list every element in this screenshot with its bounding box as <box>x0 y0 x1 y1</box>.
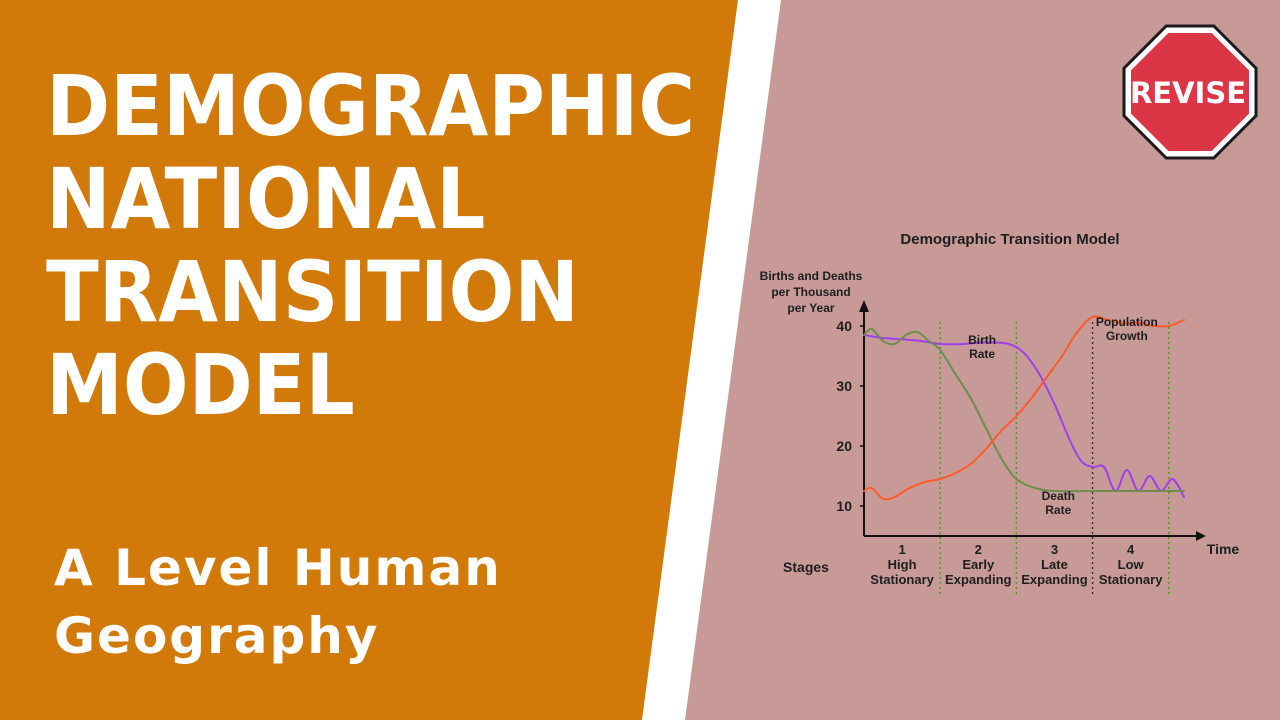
y-tick-label: 30 <box>836 378 852 394</box>
title-line-1: DEMOGRAPHIC <box>46 57 696 155</box>
y-axis-label-line: per Year <box>787 301 834 315</box>
demographic-transition-chart: Demographic Transition Model Births and D… <box>760 231 1240 596</box>
title-line-3: TRANSITION <box>46 243 579 341</box>
subtitle-line-2: Geography <box>54 607 380 665</box>
chart-annotation-line: Rate <box>1045 503 1071 517</box>
chart-annotation-line: Rate <box>969 347 995 361</box>
title-line-2: NATIONAL <box>46 150 486 248</box>
stage-label-line: Stationary <box>870 572 934 587</box>
subtitle-line-1: A Level Human <box>54 539 502 597</box>
chart-title: Demographic Transition Model <box>900 231 1119 248</box>
y-tick-label: 40 <box>836 318 852 334</box>
stop-sign-inner <box>1131 33 1249 151</box>
stage-label-line: 2 <box>975 542 982 557</box>
stage-label-line: 1 <box>898 542 905 557</box>
chart-annotation-line: Growth <box>1106 329 1148 343</box>
stages-label: Stages <box>783 559 829 575</box>
stage-label-line: High <box>888 557 917 572</box>
chart-annotation-line: Population <box>1096 315 1158 329</box>
x-axis-label: Time <box>1207 541 1240 557</box>
chart-annotation-line: Birth <box>968 333 996 347</box>
white-diagonal-divider <box>642 0 781 720</box>
stage-label-line: Expanding <box>945 572 1012 587</box>
y-axis-label-line: Births and Deaths <box>760 269 863 283</box>
stage-label-line: Low <box>1118 557 1145 572</box>
revise-badge <box>1122 24 1258 160</box>
stage-label-line: Late <box>1041 557 1068 572</box>
y-axis-arrow <box>859 300 869 312</box>
stage-label-line: 3 <box>1051 542 1058 557</box>
revise-badge-label: REVISE <box>1129 76 1247 110</box>
y-axis-label-line: per Thousand <box>771 285 850 299</box>
stage-label-line: Stationary <box>1099 572 1163 587</box>
death-rate-line <box>863 327 1185 493</box>
stage-label-line: Expanding <box>1021 572 1088 587</box>
y-tick-label: 20 <box>836 438 852 454</box>
chart-annotation-line: Death <box>1042 489 1075 503</box>
population-growth-line <box>863 315 1185 501</box>
birth-rate-line <box>863 334 1185 498</box>
left-orange-panel <box>0 0 738 720</box>
stage-label-line: 4 <box>1127 542 1135 557</box>
stage-label-line: Early <box>962 557 995 572</box>
x-axis-arrow <box>1196 531 1206 541</box>
y-tick-label: 10 <box>836 498 852 514</box>
title-line-4: MODEL <box>46 336 355 434</box>
